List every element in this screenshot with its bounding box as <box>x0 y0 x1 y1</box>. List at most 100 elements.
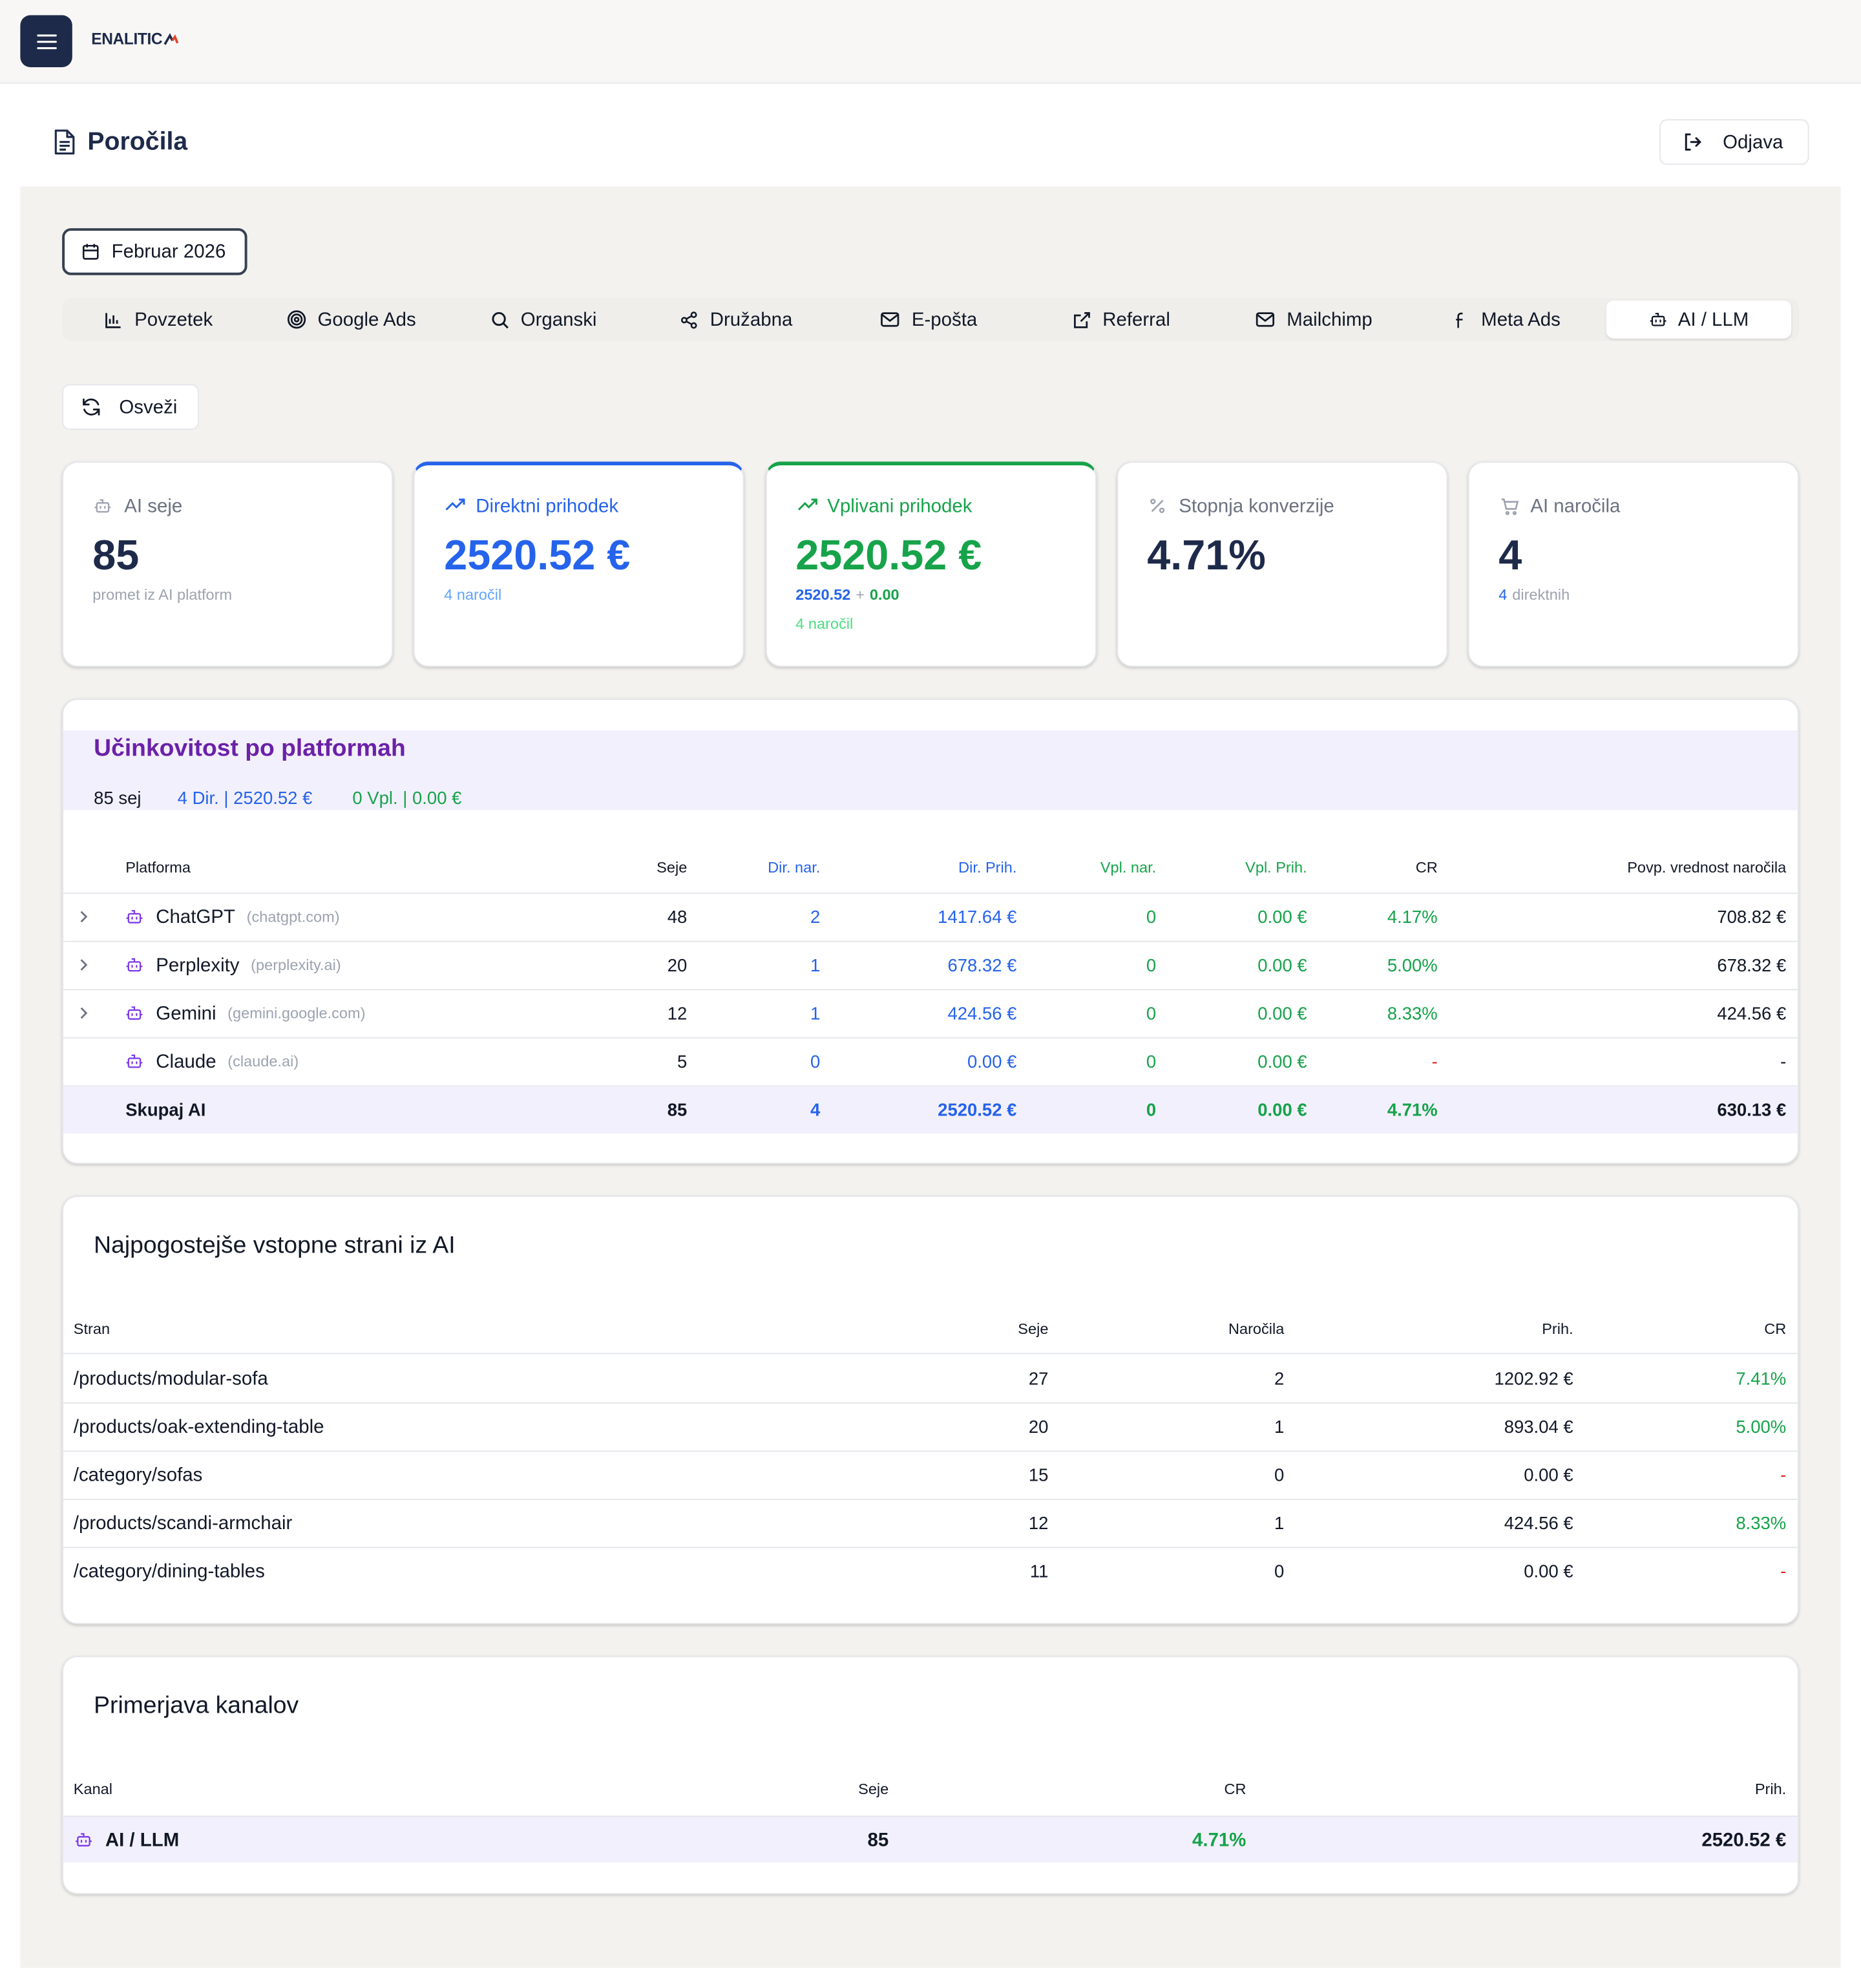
bot-icon-svg <box>75 1833 92 1846</box>
kpi-icon <box>1148 497 1166 514</box>
cell: 424.56 € <box>1717 1002 1787 1024</box>
logout-button[interactable]: Odjava <box>1659 119 1809 165</box>
kpi-icon <box>1500 497 1520 516</box>
tab-label: Meta Ads <box>1481 308 1561 331</box>
tab[interactable]: Organski <box>447 301 640 339</box>
kpi-card <box>765 461 1097 667</box>
tab[interactable]: AI / LLM <box>1606 300 1792 339</box>
tab[interactable]: Google Ads <box>255 301 447 339</box>
channel-row-bg <box>63 1815 1798 1863</box>
kpi-label: AI naročila <box>1530 495 1621 517</box>
tab-label: Družabna <box>710 308 793 331</box>
logo-text: ENALITIC <box>91 30 163 48</box>
refresh-button[interactable]: Osveži <box>62 384 200 430</box>
platform-domain: (claude.ai) <box>227 1052 299 1070</box>
row-divider <box>63 1450 1798 1452</box>
platform-domain: (chatgpt.com) <box>246 907 340 926</box>
tab-icon <box>1255 311 1275 328</box>
calendar-icon <box>82 244 99 260</box>
column-header: Vpl. Prih. <box>1245 858 1307 876</box>
kpi-icon-svg <box>94 499 111 513</box>
tab-label: Organski <box>520 308 597 331</box>
cell: 12 <box>667 1002 688 1024</box>
kpi-subline: 2520.52 +0.00 <box>795 584 899 604</box>
cell: 2 <box>1274 1368 1285 1389</box>
platform-label: Claude <box>156 1050 216 1072</box>
cell: 0 <box>1274 1561 1285 1581</box>
expand-chevron[interactable] <box>79 909 89 925</box>
bot-icon-svg <box>126 958 143 972</box>
cell: 5.00% <box>1736 1416 1787 1437</box>
summary-item: 0 Vpl. | 0.00 € <box>352 787 462 808</box>
cell: 678.32 € <box>947 955 1017 975</box>
kpi-card <box>414 461 745 667</box>
cell: 20 <box>667 955 688 975</box>
total-cell: 0.00 € <box>1257 1099 1307 1120</box>
cell: 5.00% <box>1387 955 1438 975</box>
platform-domain: (perplexity.ai) <box>251 956 341 974</box>
cell: 7.41% <box>1736 1368 1787 1389</box>
kpi-icon-svg <box>446 498 466 511</box>
tab[interactable]: Referral <box>1025 301 1217 339</box>
cell: 11 <box>1029 1561 1049 1581</box>
kpi-subtext: + <box>856 586 865 604</box>
platform-name: ChatGPT (chatgpt.com) <box>156 904 339 929</box>
column-header: Povp. vrednost naročila <box>1627 858 1787 876</box>
tab-label: AI / LLM <box>1677 308 1749 331</box>
bot-icon-svg <box>126 910 143 924</box>
cell: 0.00 € <box>967 1051 1017 1072</box>
cell: 15 <box>1028 1464 1049 1485</box>
platform-label: ChatGPT <box>156 905 235 928</box>
kpi-card <box>62 461 394 667</box>
tab-icon <box>1452 310 1469 329</box>
expand-chevron[interactable] <box>79 957 89 973</box>
expand-chevron[interactable] <box>79 1006 89 1021</box>
summary-item: 85 sej <box>94 787 142 808</box>
tab-label: Mailchimp <box>1287 308 1372 331</box>
tab[interactable]: E-pošta <box>832 301 1025 339</box>
tab[interactable]: Povzetek <box>62 301 255 339</box>
cell: 2520.52 € <box>1701 1828 1787 1851</box>
row-divider <box>63 989 1798 991</box>
tab-label: Google Ads <box>317 308 416 331</box>
kpi-card <box>1468 461 1800 667</box>
cell: 85 <box>867 1828 889 1851</box>
tab[interactable]: Družabna <box>640 301 832 339</box>
total-cell: 0 <box>1146 1099 1157 1120</box>
tab-icon <box>1072 310 1091 329</box>
logout-label: Odjava <box>1723 131 1783 153</box>
page-header: Poročila <box>53 124 187 160</box>
kpi-value: 2520.52 € <box>795 531 982 578</box>
doc-icon <box>54 129 75 154</box>
cell: 48 <box>667 906 688 927</box>
tab[interactable]: Mailchimp <box>1217 301 1410 339</box>
cell: 0.00 € <box>1257 955 1307 975</box>
row-divider <box>63 1547 1798 1549</box>
menu-icon <box>36 34 56 49</box>
cell: 1417.64 € <box>938 906 1017 927</box>
menu-button[interactable] <box>20 15 72 67</box>
kpi-card <box>1117 461 1448 667</box>
cell: 1 <box>810 955 821 975</box>
page-path: /products/oak-extending-table <box>73 1415 324 1437</box>
tab-icon <box>490 310 509 329</box>
cell: 1 <box>1274 1512 1285 1533</box>
kpi-icon-svg <box>1502 498 1519 516</box>
tab[interactable]: Meta Ads <box>1410 301 1603 339</box>
page-path: /products/modular-sofa <box>73 1367 268 1390</box>
tab-icon <box>680 310 699 329</box>
date-picker[interactable]: Februar 2026 <box>62 228 247 275</box>
cell: - <box>1780 1464 1787 1485</box>
row-divider <box>63 1037 1798 1039</box>
row-divider <box>63 940 1798 942</box>
cell: 0 <box>1146 1002 1157 1024</box>
cell: 0.00 € <box>1257 1002 1307 1024</box>
page-path: /products/scandi-armchair <box>73 1512 293 1534</box>
bot-icon-svg <box>126 1006 143 1020</box>
cell: 27 <box>1028 1368 1049 1389</box>
column-header: Vpl. nar. <box>1100 858 1157 876</box>
cell: 893.04 € <box>1504 1416 1573 1437</box>
cell: 20 <box>1028 1416 1049 1437</box>
cell: - <box>1780 1561 1787 1581</box>
kpi-subtext: 2520.52 <box>795 586 851 604</box>
